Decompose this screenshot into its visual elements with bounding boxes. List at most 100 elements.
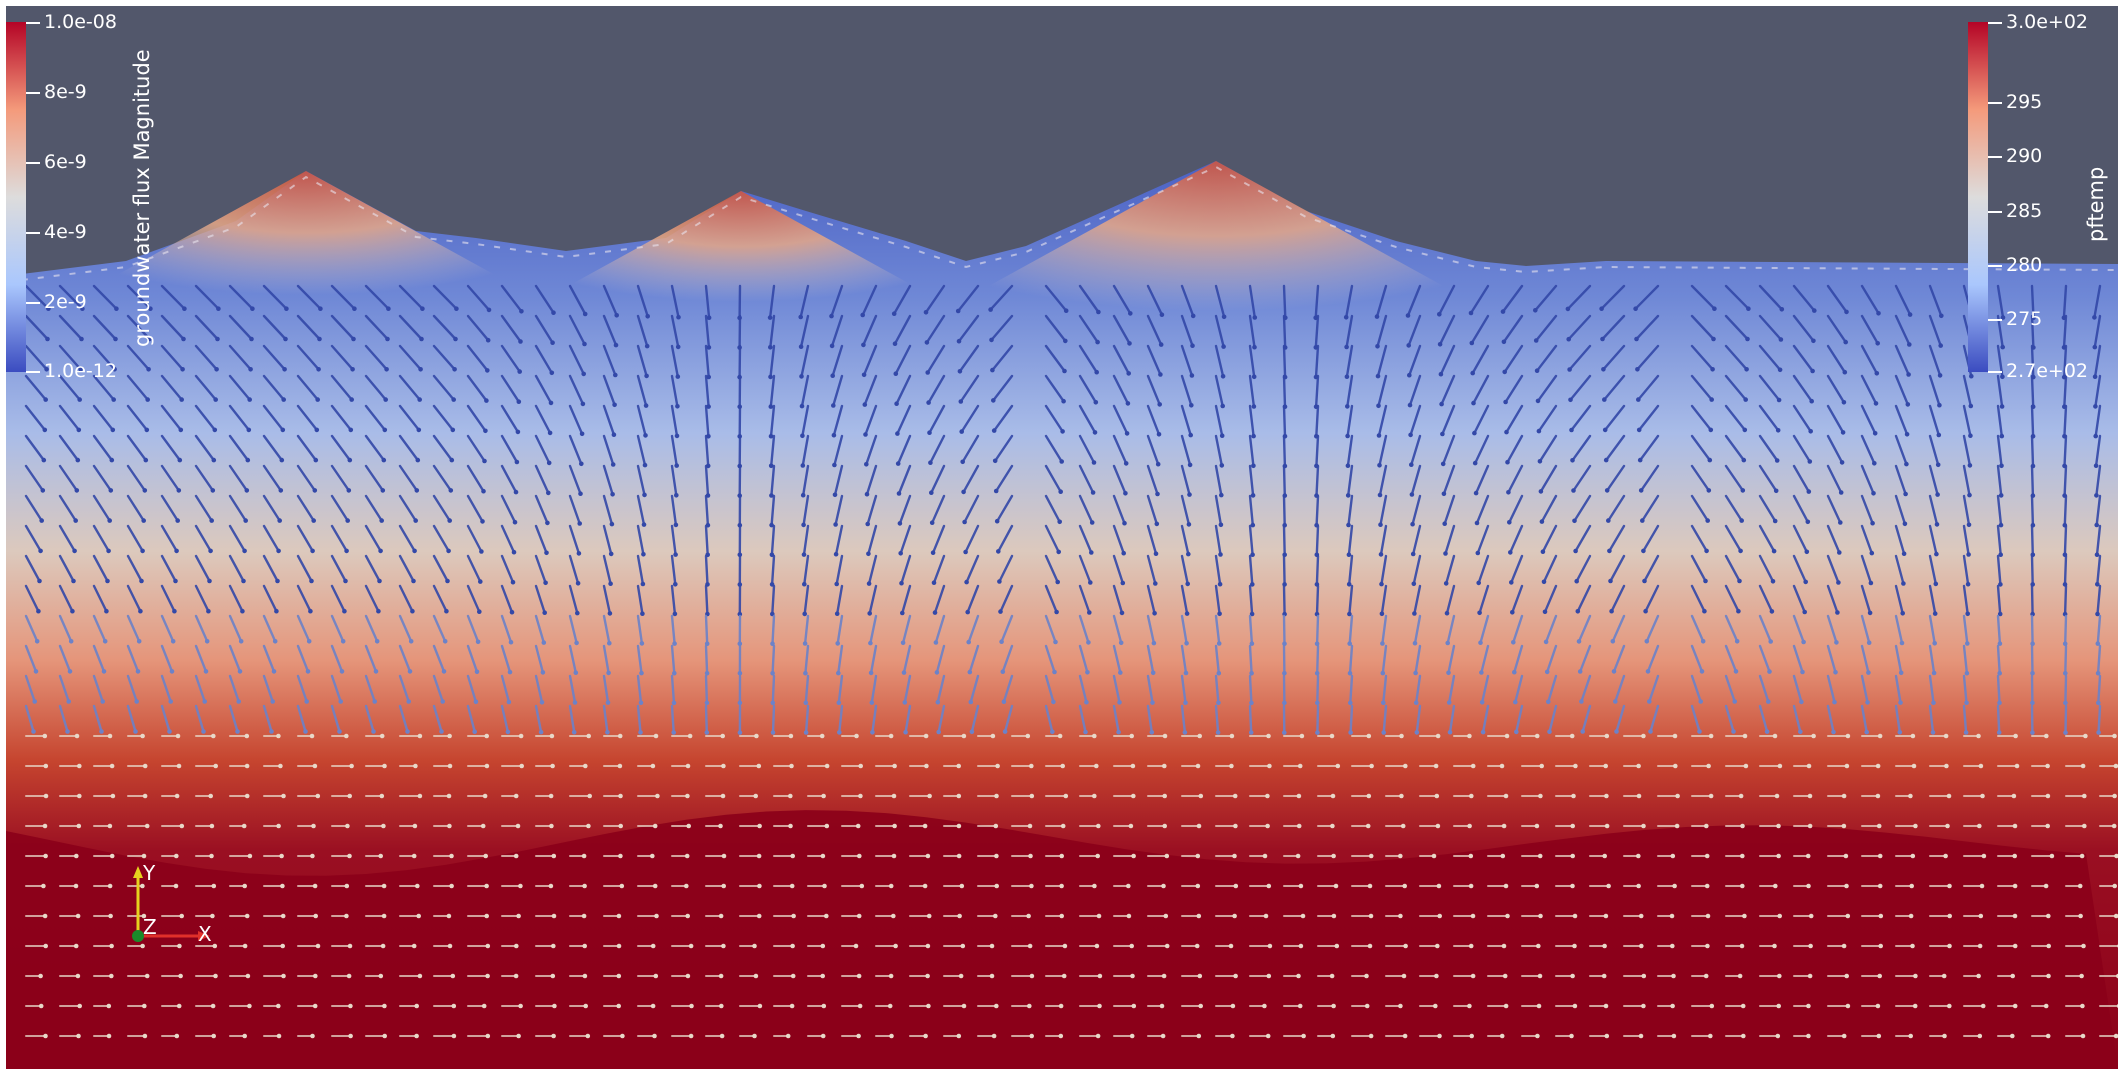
flux-arrow-head xyxy=(2044,734,2049,739)
flux-arrow xyxy=(1284,346,1285,377)
flux-arrow-head xyxy=(1705,944,1710,949)
flux-arrow-head xyxy=(1810,369,1815,374)
flux-arrow-head xyxy=(145,824,150,829)
flux-arrow-head xyxy=(1408,403,1413,408)
flux-arrow-head xyxy=(1931,700,1936,705)
left-colorbar[interactable]: 1.0e-08 8e-9 6e-9 4e-9 2e-9 1.0e-12 grou… xyxy=(6,22,166,382)
flux-arrow-head xyxy=(182,306,187,311)
flux-arrow-head xyxy=(2046,1034,2051,1039)
flux-arrow-head xyxy=(1506,490,1511,495)
flux-arrow-head xyxy=(1573,914,1578,919)
flux-arrow-head xyxy=(1776,428,1781,433)
flux-arrow-head xyxy=(854,944,859,949)
flux-arrow-head xyxy=(1569,428,1574,433)
flux-arrow-head xyxy=(1866,670,1871,675)
flux-arrow-head xyxy=(1806,1034,1811,1039)
flux-arrow-head xyxy=(1375,344,1380,349)
flux-arrow-head xyxy=(1938,373,1943,378)
flux-arrow-head xyxy=(416,458,421,463)
flux-arrow-head xyxy=(2030,730,2035,735)
flux-arrow-head xyxy=(1188,463,1193,468)
flux-arrow-head xyxy=(352,306,357,311)
flux-arrow-head xyxy=(581,402,586,407)
flux-arrow-head xyxy=(1300,734,1305,739)
flux-arrow-head xyxy=(854,734,859,739)
flux-arrow-head xyxy=(719,914,724,919)
flux-arrow-head xyxy=(1503,400,1508,405)
flux-arrow-head xyxy=(858,764,863,769)
flux-arrow-head xyxy=(822,1004,827,1009)
flux-arrow-head xyxy=(277,1034,282,1039)
flux-arrow-head xyxy=(1126,884,1131,889)
flux-arrow-head xyxy=(134,699,139,704)
flux-arrow-head xyxy=(757,824,762,829)
flux-arrow-head xyxy=(582,342,587,347)
flux-arrow xyxy=(2066,706,2067,733)
flux-arrow-head xyxy=(898,521,903,526)
flux-arrow-head xyxy=(413,518,418,523)
flux-arrow-head xyxy=(311,824,316,829)
flux-arrow-head xyxy=(1505,914,1510,919)
render-viewport[interactable]: Y Z X 1.0e-08 8e-9 6e-9 4e-9 2e-9 1.0e-1… xyxy=(6,6,2118,1069)
flux-arrow-head xyxy=(1345,374,1350,379)
flux-arrow-head xyxy=(651,1004,656,1009)
flux-arrow-head xyxy=(1539,489,1544,494)
flux-arrow-head xyxy=(1874,401,1879,406)
flux-arrow xyxy=(1317,616,1318,644)
flux-arrow-head xyxy=(519,764,524,769)
flux-arrow-head xyxy=(1641,824,1646,829)
flux-arrow-head xyxy=(672,671,677,676)
flux-arrow-head xyxy=(451,428,456,433)
flux-arrow-head xyxy=(789,764,794,769)
flux-arrow-head xyxy=(1381,730,1386,735)
flux-arrow-head xyxy=(1570,458,1575,463)
flux-arrow-head xyxy=(1776,1004,1781,1009)
flux-arrow-head xyxy=(925,370,930,375)
flux-arrow-head xyxy=(862,373,867,378)
flux-arrow-head xyxy=(1249,730,1254,735)
flux-arrow-head xyxy=(1060,764,1065,769)
flux-arrow-head xyxy=(1095,854,1100,859)
flux-arrow-head xyxy=(1096,310,1101,315)
flux-arrow-head xyxy=(991,734,996,739)
flux-arrow-head xyxy=(1943,854,1948,859)
flux-arrow-head xyxy=(654,734,659,739)
flux-arrow-head xyxy=(1811,339,1816,344)
flux-arrow-head xyxy=(1129,944,1134,949)
flux-arrow-head xyxy=(1130,974,1135,979)
flux-arrow-head xyxy=(413,764,418,769)
flux-arrow-head xyxy=(1602,854,1607,859)
flux-arrow-head xyxy=(345,884,350,889)
flux-arrow-head xyxy=(77,764,82,769)
flux-arrow-head xyxy=(2082,794,2087,799)
flux-arrow-head xyxy=(1580,729,1585,734)
flux-arrow-head xyxy=(1673,734,1678,739)
flux-arrow-head xyxy=(1330,824,1335,829)
flux-arrow-head xyxy=(1469,311,1474,316)
flux-arrow-head xyxy=(136,669,141,674)
flux-arrow-head xyxy=(1164,914,1169,919)
flux-arrow-head xyxy=(1501,854,1506,859)
flux-arrow-head xyxy=(1152,611,1157,616)
flux-arrow-head xyxy=(1469,944,1474,949)
flux-arrow-head xyxy=(820,974,825,979)
flux-arrow-head xyxy=(1599,306,1604,311)
flux-arrow-head xyxy=(108,884,113,889)
flux-arrow-head xyxy=(1878,854,1883,859)
flux-arrow-head xyxy=(1947,1004,1952,1009)
flux-arrow-head xyxy=(273,639,278,644)
flux-arrow-head xyxy=(1536,944,1541,949)
flux-arrow-head xyxy=(2045,764,2050,769)
flux-arrow-head xyxy=(209,518,214,523)
flux-arrow-head xyxy=(1183,730,1188,735)
flux-arrow-head xyxy=(540,700,545,705)
flux-arrow-head xyxy=(1602,397,1607,402)
right-tick xyxy=(1988,319,2002,321)
flux-arrow-head xyxy=(544,551,549,556)
flux-arrow-head xyxy=(1607,549,1612,554)
flux-arrow-head xyxy=(1467,1004,1472,1009)
flux-arrow-head xyxy=(212,458,217,463)
right-tick xyxy=(1988,156,2002,158)
right-colorbar[interactable]: 3.0e+02 295 290 285 280 275 2.7e+02 pfte… xyxy=(1968,22,2118,382)
flux-arrow-head xyxy=(1398,914,1403,919)
